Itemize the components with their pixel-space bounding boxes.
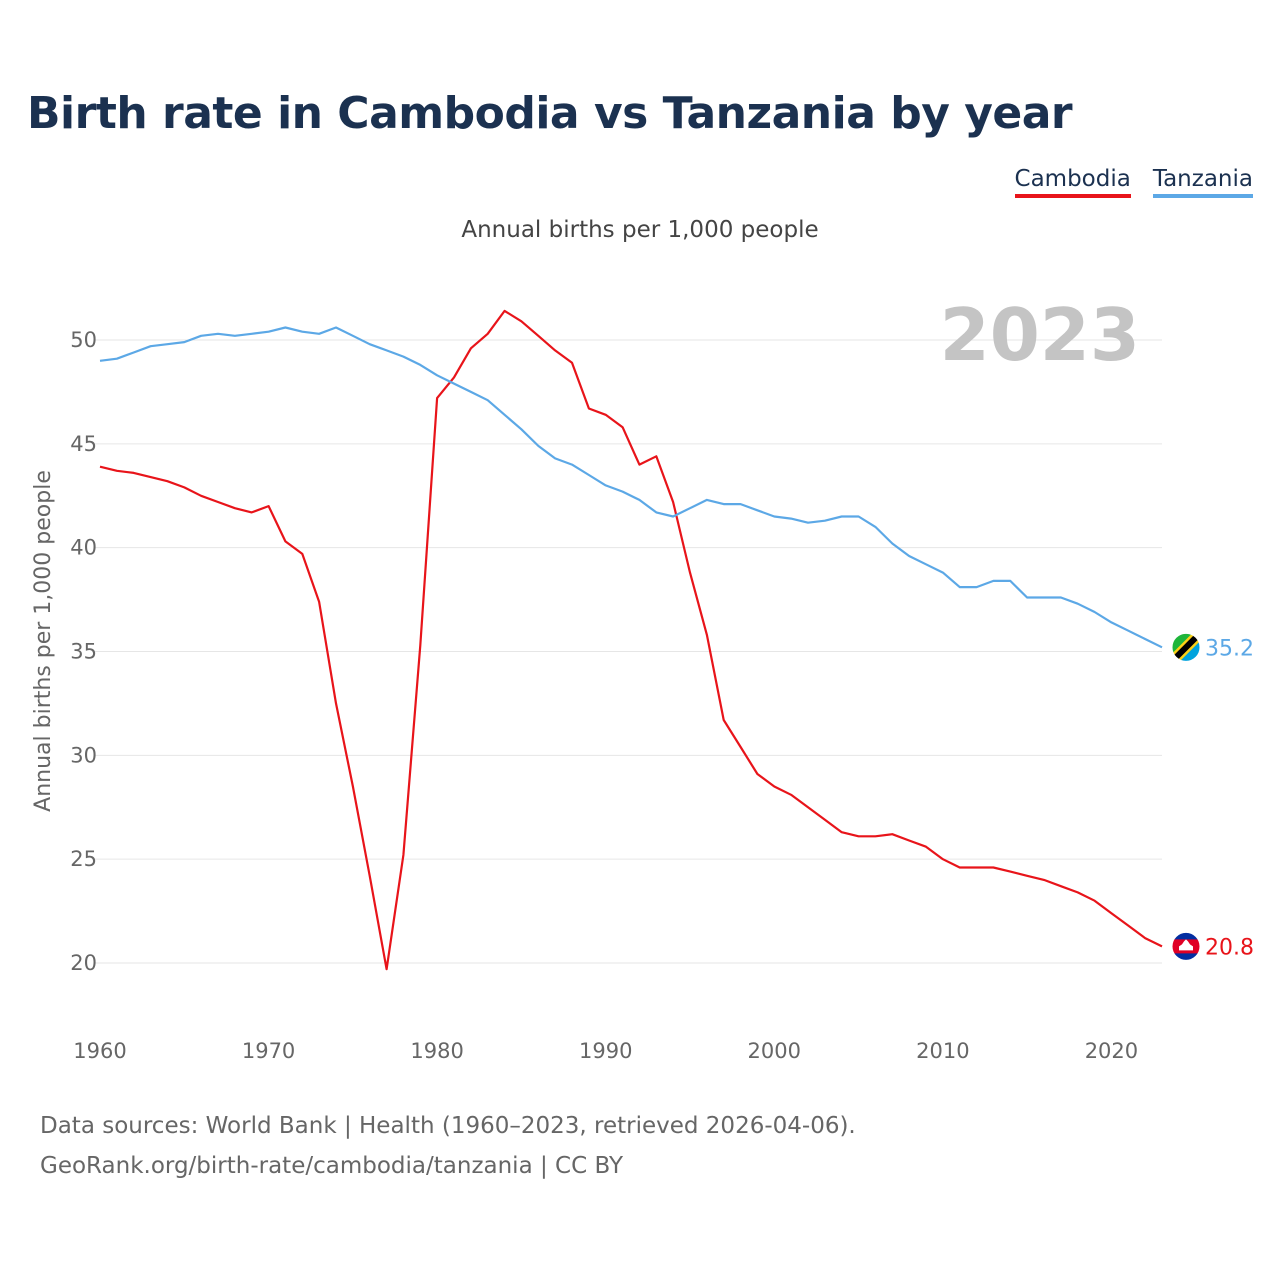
chart-subtitle: Annual births per 1,000 people	[461, 217, 819, 243]
footer-url[interactable]: GeoRank.org/birth-rate/cambodia/tanzania…	[40, 1153, 624, 1179]
y-tick-label: 40	[70, 536, 97, 560]
y-tick-label: 50	[70, 328, 97, 352]
x-tick-label: 1980	[410, 1039, 463, 1063]
x-tick-label: 1970	[242, 1039, 295, 1063]
end-value-label: 35.2	[1205, 636, 1254, 661]
y-tick-label: 20	[70, 951, 97, 975]
y-tick-label: 35	[70, 640, 97, 664]
series-lines	[99, 309, 1163, 971]
chart-title: Birth rate in Cambodia vs Tanzania by ye…	[27, 88, 1073, 139]
y-tick-label: 45	[70, 432, 97, 456]
legend: Cambodia Tanzania	[1014, 166, 1253, 198]
legend-item-cambodia[interactable]: Cambodia	[1014, 166, 1131, 198]
y-axis-ticks: 20 25 30 35 40 45 50	[70, 328, 97, 975]
end-markers: 20.8 35.2	[1171, 632, 1254, 961]
x-tick-label: 2020	[1085, 1039, 1138, 1063]
footer: Data sources: World Bank | Health (1960–…	[40, 1106, 856, 1186]
x-tick-label: 2000	[748, 1039, 801, 1063]
year-label: 2023	[940, 293, 1140, 377]
x-tick-label: 2010	[916, 1039, 969, 1063]
gridlines	[95, 339, 1162, 964]
y-tick-label: 30	[70, 743, 97, 767]
x-tick-label: 1990	[579, 1039, 632, 1063]
x-axis-ticks: 1960 1970 1980 1990 2000 2010 2020	[73, 1039, 1138, 1063]
tanzania-flag-icon	[1171, 632, 1201, 662]
x-tick-label: 1960	[73, 1039, 126, 1063]
y-axis-label: Annual births per 1,000 people	[31, 470, 56, 812]
footer-source: Data sources: World Bank | Health (1960–…	[40, 1113, 856, 1139]
series-line-cambodia[interactable]	[99, 309, 1163, 971]
series-line-tanzania[interactable]	[99, 326, 1163, 649]
y-tick-label: 25	[70, 847, 97, 871]
legend-item-tanzania[interactable]: Tanzania	[1152, 166, 1253, 198]
end-value-label: 20.8	[1205, 935, 1254, 960]
cambodia-flag-icon	[1171, 931, 1201, 961]
